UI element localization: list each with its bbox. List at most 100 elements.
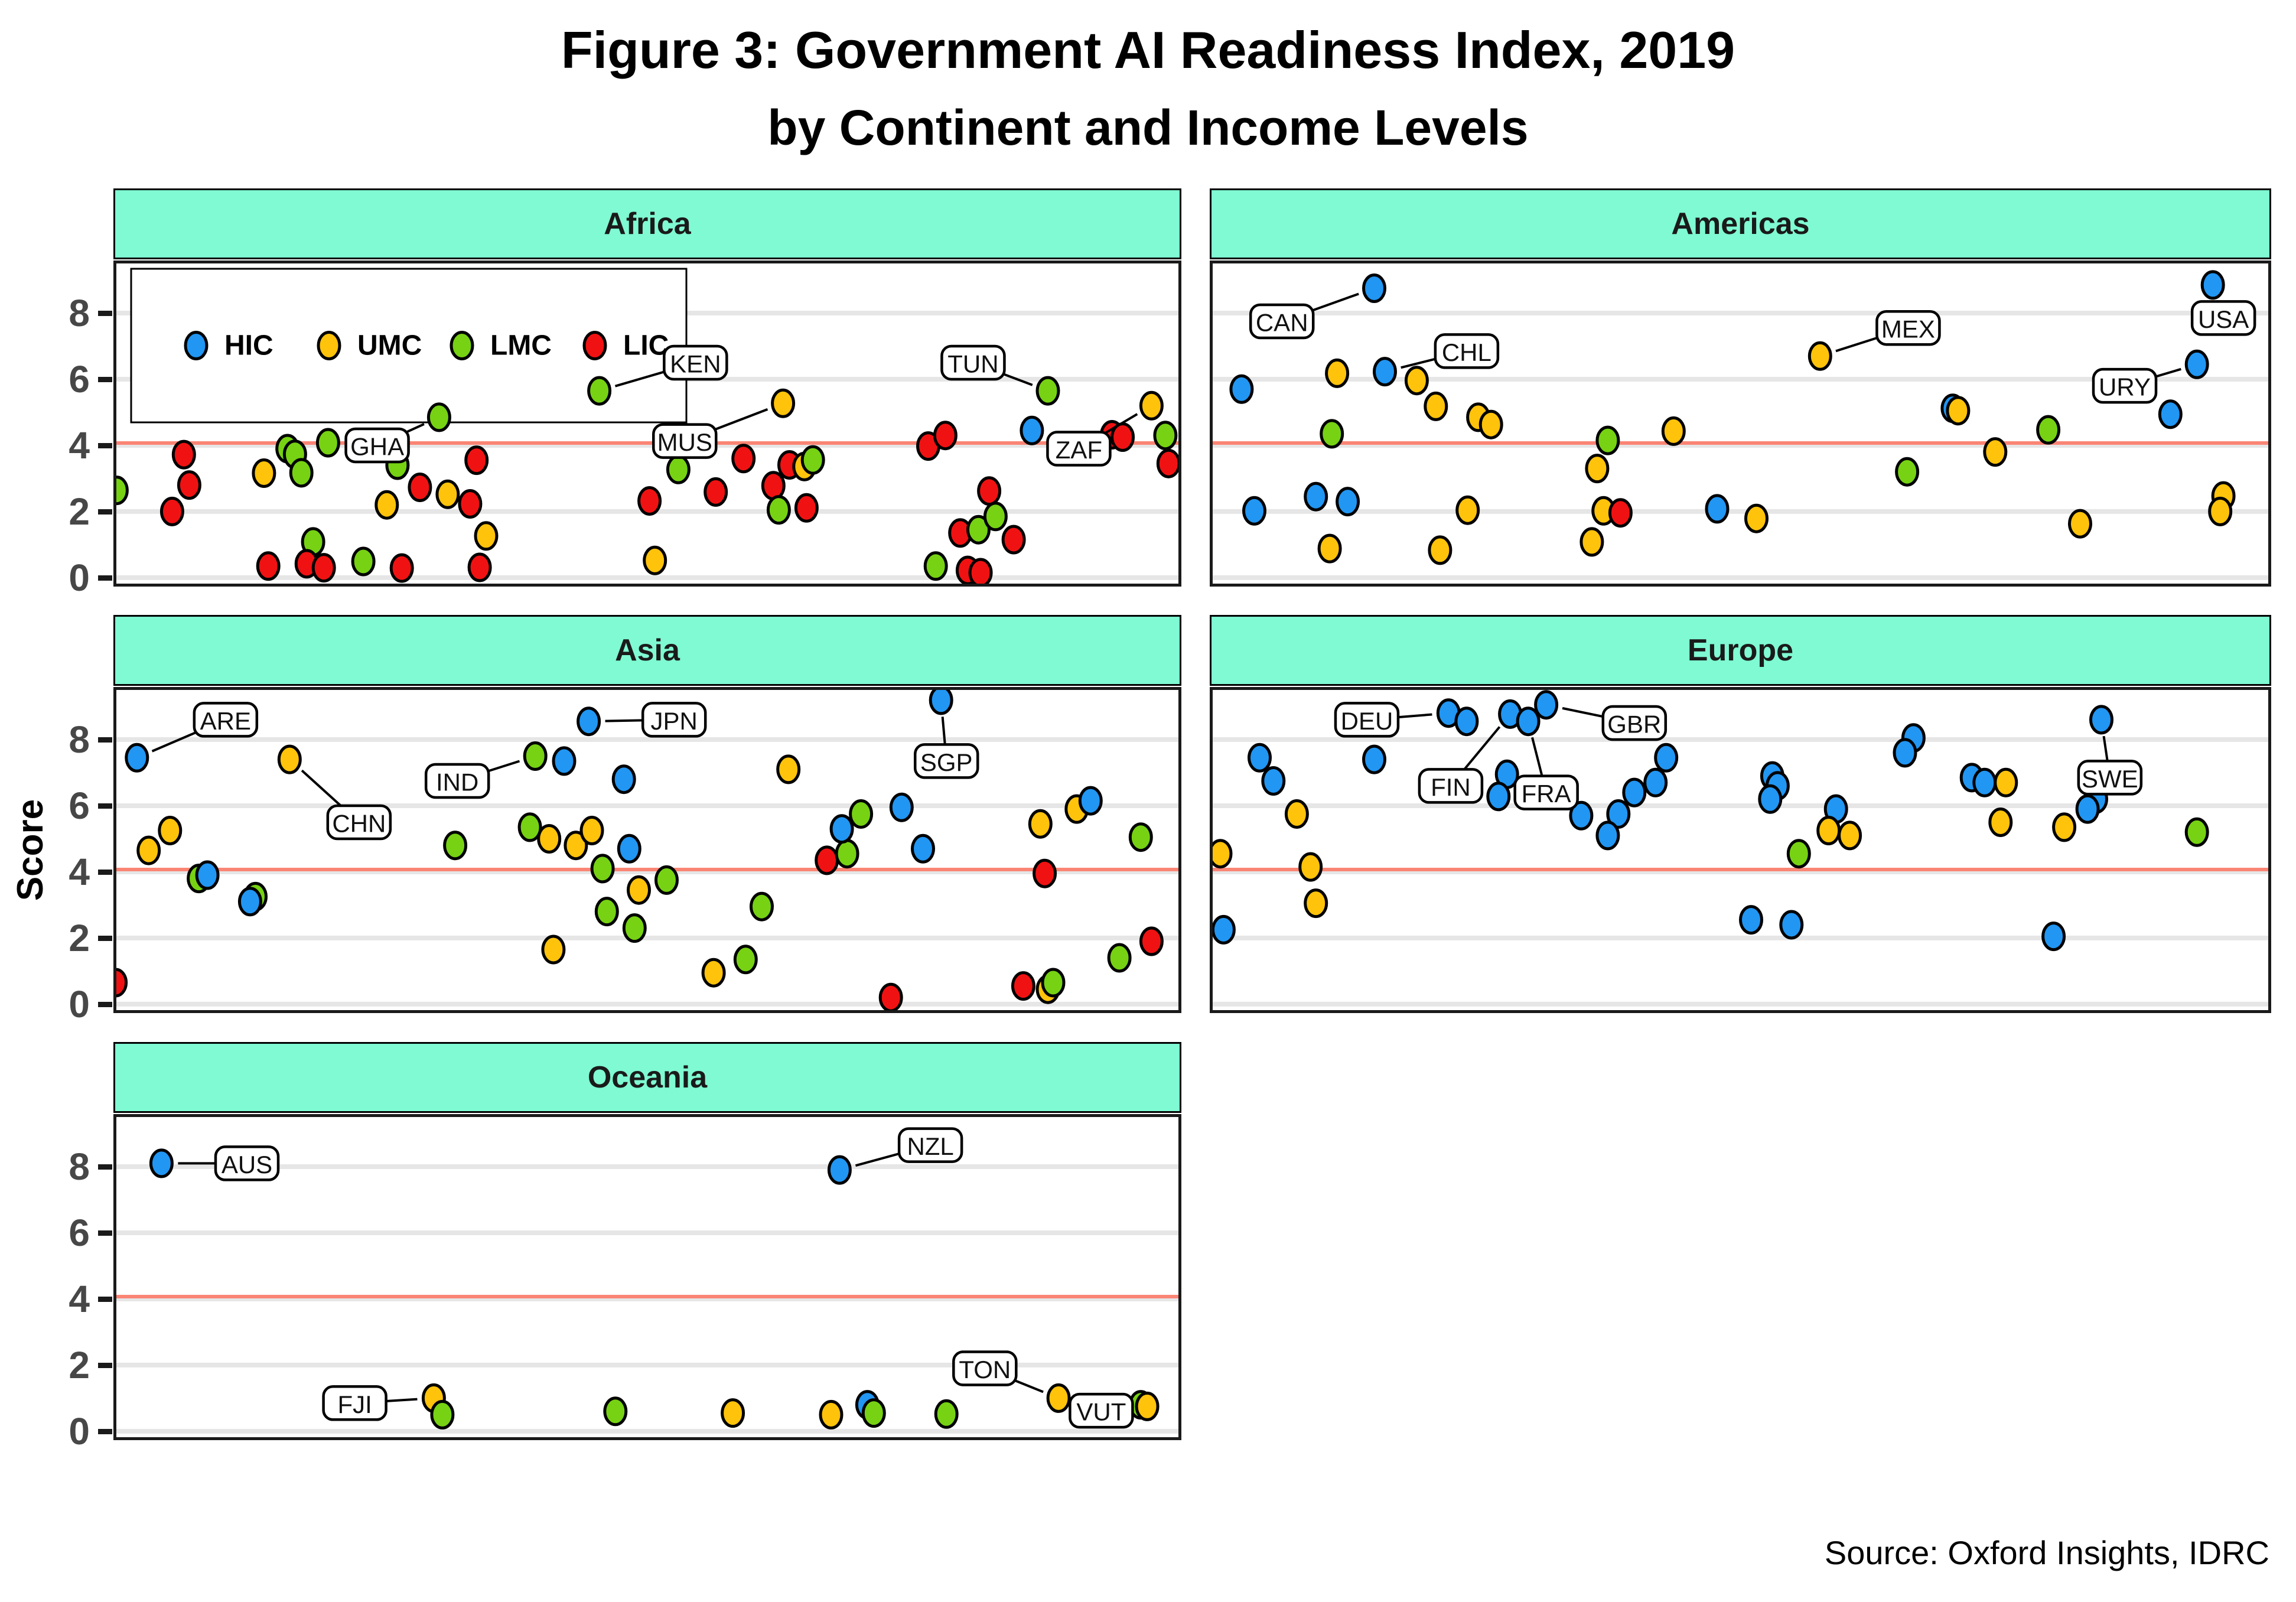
- panel-africa: Africa HIC UMC LMC LIC GHA KEN MUS TUN ZAF: [113, 188, 1181, 587]
- legend-item-lic: LIC: [582, 330, 669, 362]
- data-point: [1478, 409, 1503, 439]
- country-label-box: [424, 763, 490, 799]
- y-axis-label-row0-2: 2: [69, 490, 90, 533]
- y-axis-tick: [98, 1428, 112, 1434]
- data-point: [2052, 812, 2077, 842]
- country-label-box: [2190, 300, 2256, 336]
- country-label-jpn: JPN: [641, 702, 707, 738]
- country-label-box: [326, 804, 392, 841]
- panel-europe: Europe DEU FIN FRA GBR SWE: [1210, 615, 2271, 1013]
- y-axis-label-row0-8: 8: [69, 292, 90, 334]
- data-point: [2184, 349, 2209, 379]
- country-label-box: [344, 427, 410, 464]
- country-label-chn: CHN: [326, 804, 392, 841]
- data-point: [2075, 794, 2100, 824]
- y-axis-label-row2-6: 6: [69, 1211, 90, 1254]
- country-label-fji: FJI: [322, 1385, 387, 1421]
- country-label-box: [1418, 768, 1484, 804]
- country-label-fra: FRA: [1513, 774, 1579, 810]
- legend-swatch-umc: [317, 331, 341, 360]
- data-point: [1261, 766, 1286, 796]
- data-point: [374, 490, 399, 520]
- country-label-chl: CHL: [1434, 333, 1500, 369]
- country-label-usa: USA: [2190, 300, 2256, 336]
- data-point: [2158, 399, 2183, 429]
- data-point: [2089, 705, 2113, 735]
- data-point: [1808, 341, 1832, 371]
- data-point: [389, 553, 414, 583]
- country-label-can: CAN: [1249, 303, 1315, 340]
- y-axis-tick: [98, 737, 112, 743]
- country-label-ton: TON: [952, 1350, 1018, 1386]
- y-axis-label-row2-0: 0: [69, 1409, 90, 1453]
- data-point: [1643, 767, 1668, 797]
- panel-strip-africa: Africa: [113, 188, 1181, 259]
- y-axis-tick: [98, 935, 112, 941]
- country-label-ken: KEN: [663, 344, 728, 381]
- data-point: [1622, 777, 1647, 807]
- data-point: [1373, 357, 1397, 387]
- legend-item-lmc: LMC: [450, 330, 552, 362]
- data-point: [617, 833, 641, 864]
- data-point: [564, 831, 588, 861]
- data-point: [827, 1155, 852, 1185]
- data-point: [933, 421, 958, 451]
- data-point: [590, 854, 615, 884]
- panel-border: [113, 1114, 1181, 1440]
- country-label-text: FJI: [337, 1391, 372, 1418]
- data-point: [1946, 396, 1971, 426]
- data-point: [277, 744, 302, 774]
- data-point: [1595, 425, 1620, 455]
- data-point: [1078, 786, 1103, 816]
- data-point: [1534, 690, 1559, 720]
- data-point: [1988, 807, 2013, 837]
- country-label-box: [1249, 303, 1315, 340]
- data-point: [1983, 437, 2008, 467]
- country-label-box: [663, 344, 728, 381]
- data-point: [464, 445, 489, 476]
- data-point: [1744, 503, 1769, 533]
- data-point: [252, 458, 276, 488]
- country-label-box: [652, 423, 718, 459]
- data-point: [1362, 273, 1386, 303]
- country-label-text: GBR: [1607, 711, 1661, 738]
- data-point: [1211, 914, 1236, 945]
- panel-border: [113, 261, 1181, 587]
- data-point: [2208, 496, 2233, 526]
- data-point: [721, 1398, 745, 1428]
- data-point: [195, 860, 220, 890]
- data-point: [1020, 415, 1044, 445]
- y-axis-tick: [98, 376, 112, 382]
- data-point: [1661, 416, 1686, 446]
- data-point: [1486, 782, 1511, 812]
- country-label-text: CHN: [332, 809, 386, 837]
- data-point: [1893, 738, 1917, 768]
- country-label-box: [641, 702, 707, 738]
- data-point: [1424, 391, 1448, 421]
- data-point: [1455, 495, 1480, 525]
- data-point: [731, 444, 756, 474]
- data-point: [1033, 858, 1057, 888]
- data-point: [1705, 494, 1730, 524]
- panel-plot-americas: CAN CHL MEX USA URY: [1210, 261, 2271, 587]
- data-point: [1779, 910, 1804, 940]
- country-label-box: [2077, 760, 2143, 796]
- panel-strip-asia: Asia: [113, 615, 1181, 686]
- y-axis-label-row1-0: 0: [69, 982, 90, 1025]
- data-point: [1816, 816, 1841, 845]
- panel-border: [1210, 261, 2271, 587]
- country-label-text: MUS: [657, 428, 712, 456]
- data-point: [408, 473, 432, 502]
- country-label-text: USA: [2198, 305, 2249, 333]
- data-point: [829, 814, 854, 844]
- country-label-box: [2092, 367, 2158, 404]
- country-label-text: ARE: [200, 707, 251, 735]
- data-point: [1608, 498, 1633, 528]
- country-label-text: NZL: [907, 1132, 953, 1160]
- data-point: [704, 477, 728, 507]
- country-label-mex: MEX: [1875, 310, 1941, 346]
- data-point: [1248, 743, 1272, 773]
- country-label-text: URY: [2099, 373, 2151, 401]
- data-point: [136, 835, 161, 865]
- data-point: [1972, 767, 1997, 797]
